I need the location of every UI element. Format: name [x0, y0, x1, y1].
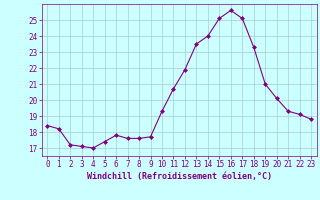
X-axis label: Windchill (Refroidissement éolien,°C): Windchill (Refroidissement éolien,°C) [87, 172, 272, 181]
